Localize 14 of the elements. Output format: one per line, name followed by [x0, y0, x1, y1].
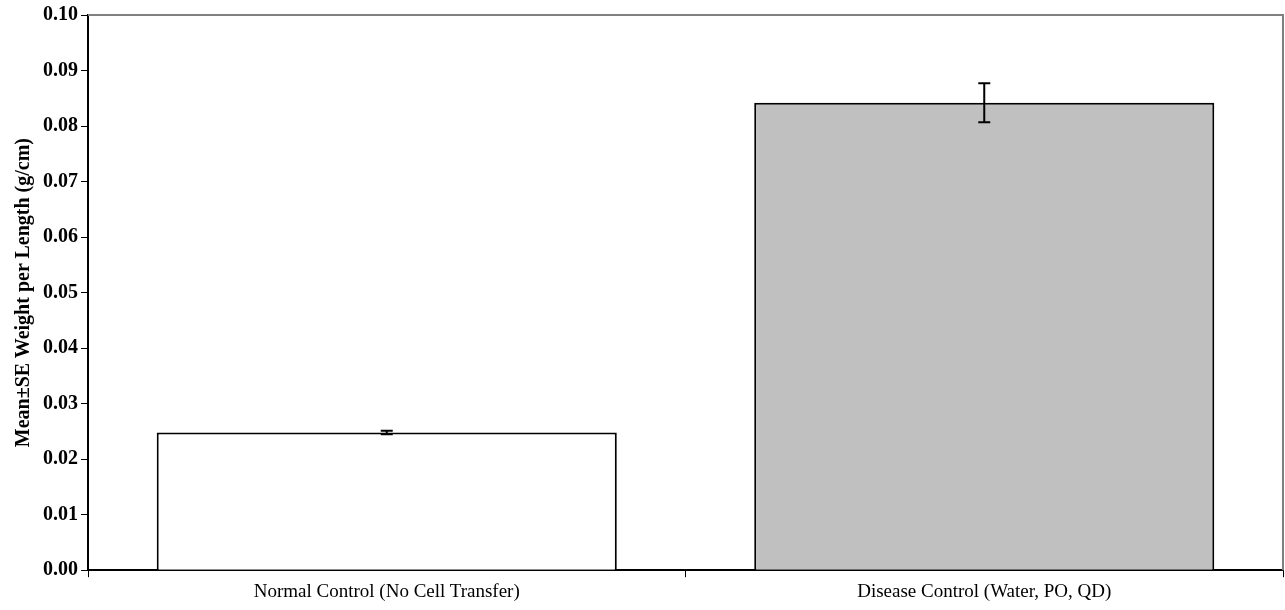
y-tick-label: 0.06 [43, 224, 78, 247]
y-axis-title: Mean±SE Weight per Length (g/cm) [11, 138, 35, 448]
y-tick-label: 0.02 [43, 446, 78, 469]
y-tick-label: 0.08 [43, 113, 78, 136]
y-tick-label: 0.05 [43, 279, 78, 302]
y-tick-label: 0.07 [43, 168, 78, 191]
y-tick-label: 0.09 [43, 57, 78, 80]
y-tick-label: 0.01 [43, 501, 78, 524]
y-tick-label: 0.00 [43, 557, 78, 580]
x-tick-label: Disease Control (Water, PO, QD) [857, 579, 1112, 602]
x-tick-label: Normal Control (No Cell Transfer) [253, 579, 520, 602]
y-tick-label: 0.03 [43, 390, 78, 413]
y-tick-label: 0.04 [43, 335, 78, 358]
y-tick-label: 0.10 [43, 2, 78, 25]
